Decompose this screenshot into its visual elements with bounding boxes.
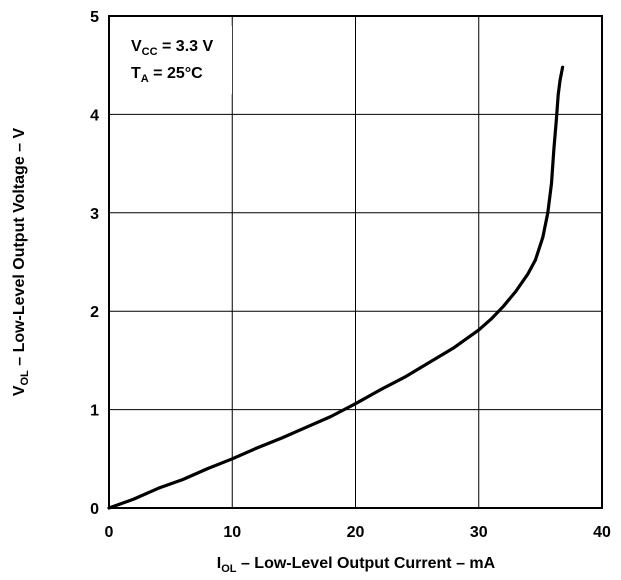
x-tick-label-0: 0 xyxy=(105,524,114,541)
series-layer xyxy=(107,65,565,510)
y-tick-label-2: 2 xyxy=(90,304,99,321)
annotation-ta: TA = 25°C xyxy=(131,65,203,85)
y-axis-label-main: V xyxy=(11,385,28,396)
annotation-vcc-rest: = 3.3 V xyxy=(158,38,214,55)
y-tick-label-4: 4 xyxy=(90,107,99,124)
y-tick-label-0: 0 xyxy=(90,501,99,518)
x-axis-label-sub: OL xyxy=(221,563,237,575)
y-tick-label-5: 5 xyxy=(90,9,99,26)
grid xyxy=(109,16,602,508)
annotation-ta-rest: = 25°C xyxy=(149,65,203,82)
x-tick-label-20: 20 xyxy=(347,524,365,541)
x-tick-label-30: 30 xyxy=(470,524,488,541)
x-tick-label-40: 40 xyxy=(593,524,611,541)
series-line-0 xyxy=(107,65,565,510)
annotation-background xyxy=(122,26,232,94)
y-tick-label-1: 1 xyxy=(90,403,99,420)
x-tick-label-10: 10 xyxy=(223,524,241,541)
x-axis-label-rest: – Low-Level Output Current – mA xyxy=(237,555,496,572)
annotation-vcc: VCC = 3.3 V xyxy=(131,38,213,58)
annotation-block: VCC = 3.3 V TA = 25°C xyxy=(122,26,232,94)
annotation-vcc-sub: CC xyxy=(142,46,158,58)
plot-frame xyxy=(108,15,603,509)
y-tick-label-3: 3 xyxy=(90,206,99,223)
y-axis-label: VOL – Low-Level Output Voltage – V xyxy=(11,128,31,397)
y-axis-label-rest: – Low-Level Output Voltage – V xyxy=(11,128,28,371)
annotation-ta-sub: A xyxy=(141,73,149,85)
x-axis-label: IOL – Low-Level Output Current – mA xyxy=(217,555,496,575)
tick-labels: 0 10 20 30 40 0 1 2 3 4 5 xyxy=(90,9,611,541)
annotation-vcc-main: V xyxy=(131,38,142,55)
y-axis-label-sub: OL xyxy=(19,370,31,386)
annotation-ta-main: T xyxy=(131,65,141,82)
x-axis-label-main: I xyxy=(217,555,221,572)
